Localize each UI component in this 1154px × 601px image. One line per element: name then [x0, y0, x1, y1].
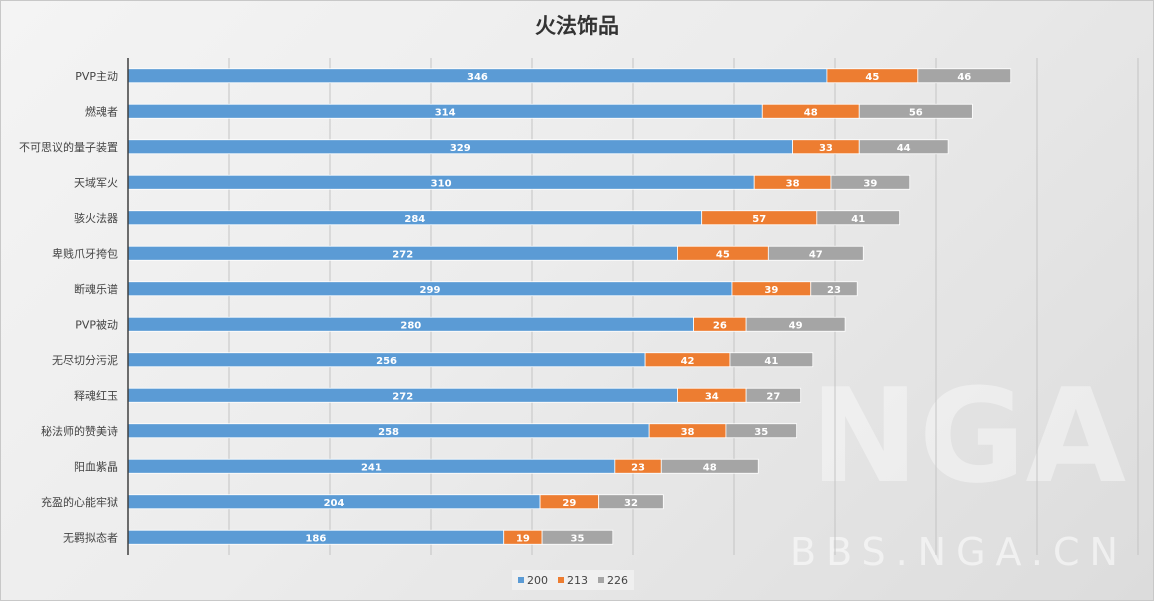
data-label: 280	[400, 320, 421, 331]
legend-item: 213	[558, 574, 588, 587]
category-label: 阳血紫晶	[74, 459, 118, 473]
bar-segment	[660, 458, 759, 474]
category-label: 无尽切分污泥	[52, 354, 118, 367]
data-label: 34	[705, 391, 719, 402]
data-label: 48	[703, 462, 717, 473]
category-label: PVP被动	[75, 318, 118, 331]
legend-swatch	[558, 577, 564, 583]
legend-item: 226	[598, 574, 628, 587]
legend: 200 213 226	[512, 570, 634, 590]
category-label: 天域军火	[74, 176, 118, 189]
bar-segment	[745, 316, 846, 332]
chart-title: 火法饰品	[535, 14, 619, 38]
data-label: 39	[764, 285, 778, 296]
data-label: 186	[305, 533, 326, 544]
legend-label: 200	[527, 573, 548, 587]
legend-label: 213	[567, 573, 588, 587]
data-label: 346	[467, 72, 488, 83]
category-label: 不可思议的量子装置	[19, 140, 118, 154]
data-label: 284	[404, 214, 425, 225]
data-label: 45	[865, 72, 879, 83]
legend-swatch	[518, 577, 524, 583]
bar-segment	[917, 68, 1012, 84]
data-label: 23	[631, 462, 645, 473]
bar-segment	[725, 423, 798, 439]
bar-segment	[810, 281, 858, 297]
bar-segment	[858, 139, 949, 155]
data-label: 241	[361, 462, 382, 473]
data-label: 314	[435, 107, 456, 118]
data-label: 35	[754, 427, 768, 438]
category-label: 秘法师的赞美诗	[41, 424, 118, 438]
data-label: 38	[786, 178, 800, 189]
data-label: 45	[716, 249, 730, 260]
watermark-logo: NGA	[810, 360, 1127, 512]
data-label: 19	[516, 533, 530, 544]
watermark: BBS.NGA.CN	[790, 530, 1128, 574]
category-label: 无羁拟态者	[63, 530, 118, 544]
data-label: 48	[804, 107, 818, 118]
data-label: 329	[450, 143, 471, 154]
data-label: 27	[766, 391, 780, 402]
bar-segment	[830, 174, 911, 190]
data-label: 310	[431, 178, 452, 189]
data-label: 33	[819, 143, 833, 154]
data-label: 41	[851, 214, 865, 225]
category-label: 充盈的心能牢狱	[41, 495, 118, 509]
data-label: 258	[378, 427, 399, 438]
data-label: 272	[392, 249, 413, 260]
data-label: 256	[376, 356, 397, 367]
data-label: 32	[624, 498, 638, 509]
data-label: 29	[562, 498, 576, 509]
bar-segment	[598, 494, 664, 510]
data-label: 272	[392, 391, 413, 402]
category-label: 断魂乐谱	[74, 282, 118, 296]
data-label: 47	[809, 249, 823, 260]
category-label: 释魂红玉	[74, 389, 118, 402]
bar-segment	[767, 245, 864, 261]
category-label: 燃魂者	[85, 104, 118, 118]
bar-segment	[816, 210, 901, 226]
legend-item: 200	[518, 574, 548, 587]
data-label: 41	[764, 356, 778, 367]
data-label: 49	[789, 320, 803, 331]
data-label: 42	[681, 356, 695, 367]
legend-swatch	[598, 577, 604, 583]
data-label: 57	[752, 214, 766, 225]
category-label: 卑贱爪牙挎包	[52, 246, 118, 260]
bar-segment	[745, 387, 802, 403]
data-label: 56	[909, 107, 923, 118]
data-label: 39	[863, 178, 877, 189]
data-label: 46	[957, 72, 971, 83]
data-label: 204	[324, 498, 345, 509]
data-label: 35	[570, 533, 584, 544]
bar-segment	[858, 103, 973, 119]
data-label: 23	[827, 285, 841, 296]
data-label: 26	[713, 320, 727, 331]
data-label: 38	[681, 427, 695, 438]
bar-segment	[729, 352, 814, 368]
data-label: 44	[897, 143, 911, 154]
data-label: 299	[420, 285, 441, 296]
category-label: PVP主动	[75, 70, 118, 83]
legend-label: 226	[607, 573, 628, 587]
bar-segment	[541, 529, 614, 545]
category-label: 骇火法器	[74, 211, 118, 225]
